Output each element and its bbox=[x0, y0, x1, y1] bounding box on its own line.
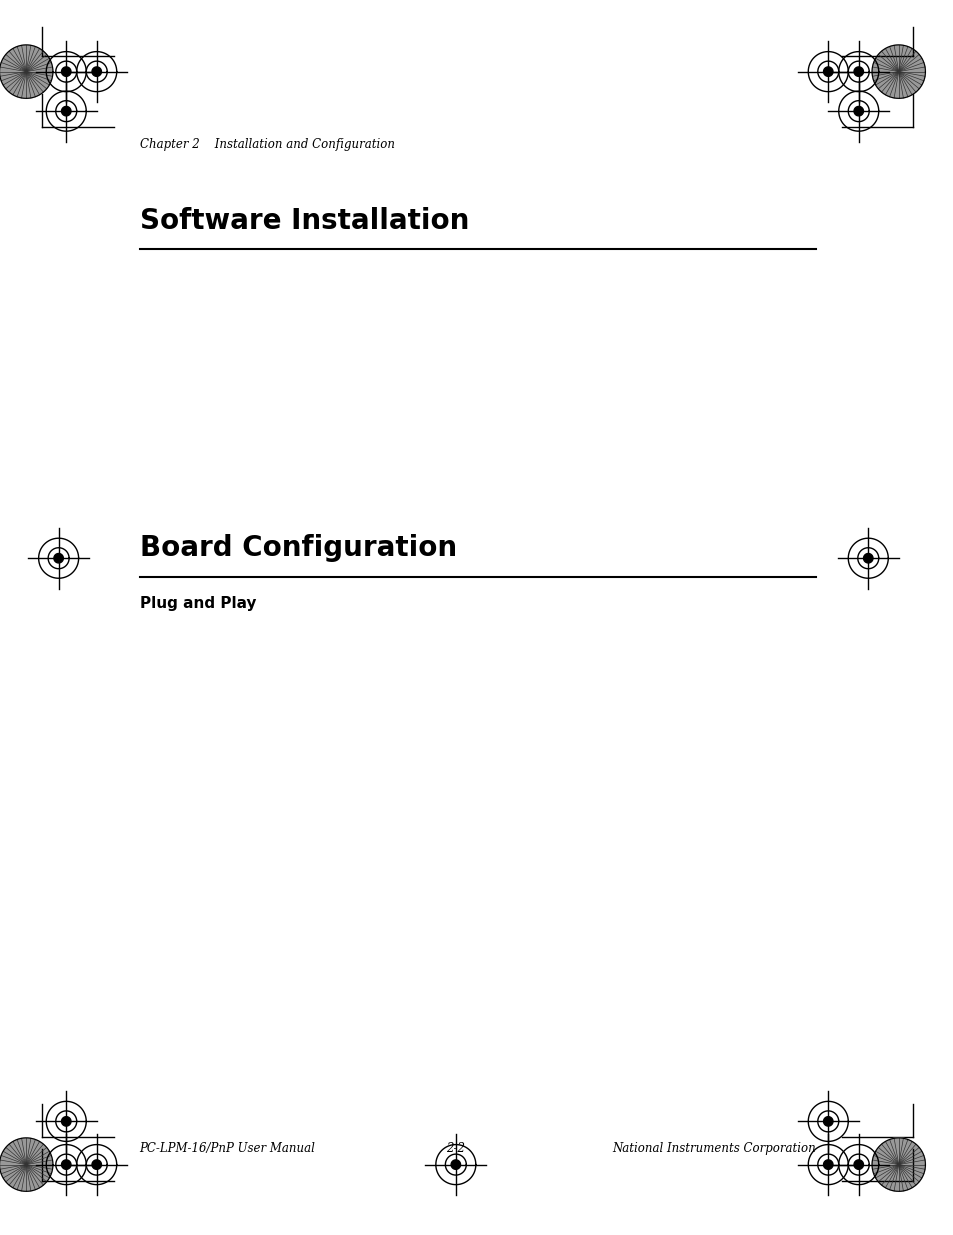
Polygon shape bbox=[451, 1160, 460, 1170]
Polygon shape bbox=[62, 1160, 71, 1170]
Polygon shape bbox=[871, 1137, 924, 1192]
Text: Software Installation: Software Installation bbox=[139, 206, 469, 235]
Polygon shape bbox=[0, 1137, 52, 1192]
Polygon shape bbox=[822, 1160, 832, 1170]
Text: National Instruments Corporation: National Instruments Corporation bbox=[612, 1141, 815, 1155]
Polygon shape bbox=[54, 553, 63, 563]
Polygon shape bbox=[822, 67, 832, 77]
Text: Plug and Play: Plug and Play bbox=[139, 597, 255, 611]
Polygon shape bbox=[62, 106, 71, 116]
Polygon shape bbox=[862, 553, 872, 563]
Polygon shape bbox=[853, 67, 862, 77]
Polygon shape bbox=[62, 1116, 71, 1126]
Polygon shape bbox=[853, 1160, 862, 1170]
Polygon shape bbox=[871, 44, 924, 99]
Text: 2-2: 2-2 bbox=[446, 1141, 465, 1155]
Polygon shape bbox=[0, 44, 52, 99]
Text: PC-LPM-16/PnP User Manual: PC-LPM-16/PnP User Manual bbox=[139, 1141, 315, 1155]
Polygon shape bbox=[91, 1160, 101, 1170]
Polygon shape bbox=[853, 106, 862, 116]
Polygon shape bbox=[822, 1116, 832, 1126]
Text: Chapter 2    Installation and Configuration: Chapter 2 Installation and Configuration bbox=[139, 137, 395, 151]
Polygon shape bbox=[91, 67, 101, 77]
Text: Board Configuration: Board Configuration bbox=[139, 534, 456, 562]
Polygon shape bbox=[62, 67, 71, 77]
